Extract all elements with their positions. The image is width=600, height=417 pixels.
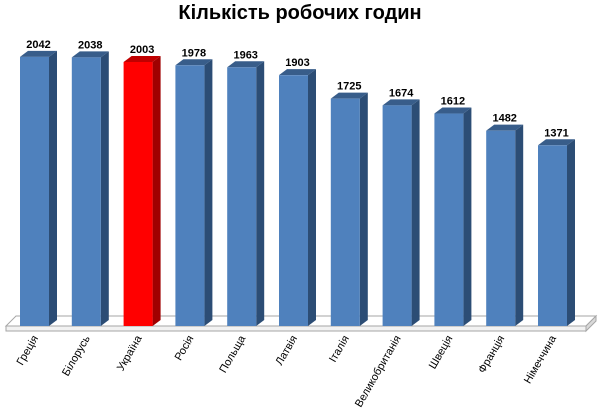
bar-side bbox=[359, 92, 368, 327]
bar-front bbox=[71, 57, 101, 326]
floor-side bbox=[585, 314, 597, 333]
value-label: 1482 bbox=[492, 113, 516, 125]
bar-1 bbox=[20, 50, 57, 326]
bar-8 bbox=[382, 99, 420, 327]
chart-category-labels: Греція Білорусь Україна Росія Польща Латвія Іт… bbox=[15, 333, 560, 410]
value-label: 1903 bbox=[285, 57, 309, 69]
bar-top bbox=[20, 50, 57, 57]
bar-top bbox=[279, 69, 316, 76]
chart-value-labels: 2042 2038 2003 1978 1963 1903 1725 1674 1612 1482… bbox=[26, 39, 568, 139]
bar-front bbox=[20, 56, 49, 326]
value-label: 1612 bbox=[441, 96, 465, 108]
bar-top bbox=[227, 61, 265, 68]
bar-front bbox=[486, 130, 516, 326]
bar-top bbox=[382, 99, 420, 106]
category-label: Швеція bbox=[427, 333, 456, 371]
value-label: 2003 bbox=[130, 44, 154, 56]
category-label: Росія bbox=[173, 333, 197, 362]
bar-7 bbox=[330, 92, 368, 327]
bar-side bbox=[152, 56, 161, 326]
bar-side bbox=[567, 139, 575, 326]
category-label: Латвія bbox=[274, 333, 301, 367]
category-label: Великобританія bbox=[353, 333, 404, 409]
bar-side bbox=[256, 61, 265, 326]
value-label: 1674 bbox=[389, 87, 414, 99]
bar-front bbox=[175, 65, 205, 327]
category-label: Польща bbox=[217, 333, 248, 375]
bar-front bbox=[538, 145, 567, 326]
bar-top bbox=[175, 59, 213, 66]
bar-side bbox=[411, 99, 420, 327]
category-label: Франція bbox=[476, 333, 507, 375]
category-label: Греція bbox=[15, 333, 42, 367]
bar-top bbox=[330, 92, 368, 99]
bar-front bbox=[434, 113, 464, 327]
bar-front bbox=[330, 98, 360, 327]
bar-5 bbox=[227, 61, 265, 326]
bar-side bbox=[463, 107, 472, 327]
bar-side bbox=[100, 51, 109, 326]
category-label: Німеччина bbox=[522, 333, 560, 386]
bar-top bbox=[434, 107, 472, 114]
category-label: Білорусь bbox=[60, 333, 93, 378]
bar-top bbox=[71, 51, 109, 58]
bar-front bbox=[279, 75, 308, 326]
value-label: 1371 bbox=[544, 127, 568, 139]
bar-top bbox=[123, 56, 161, 63]
bar-front bbox=[382, 105, 412, 327]
value-label: 1963 bbox=[233, 49, 257, 61]
value-label: 1725 bbox=[337, 81, 361, 93]
value-label: 2042 bbox=[26, 39, 50, 51]
category-label: Італія bbox=[327, 333, 352, 364]
chart-title: Кількість робочих годин bbox=[178, 2, 422, 24]
bar-side bbox=[308, 69, 316, 326]
value-label: 2038 bbox=[78, 39, 102, 51]
chart-bars bbox=[20, 50, 575, 327]
bar-side bbox=[515, 124, 524, 327]
bar-2 bbox=[71, 51, 109, 326]
bar-side bbox=[204, 59, 213, 327]
bar-side bbox=[49, 50, 57, 326]
category-label: Україна bbox=[115, 333, 145, 373]
bar-11 bbox=[538, 139, 575, 326]
bar-top bbox=[538, 139, 575, 146]
value-label: 1978 bbox=[182, 47, 206, 59]
bar-4 bbox=[175, 59, 213, 327]
bar-front bbox=[227, 67, 257, 326]
floor-edge bbox=[5, 325, 587, 332]
bar-10 bbox=[486, 124, 524, 327]
bar-front bbox=[123, 62, 153, 326]
bar-top bbox=[486, 124, 524, 131]
bar-9 bbox=[434, 107, 472, 327]
bar-6 bbox=[279, 69, 316, 326]
bar-3 bbox=[123, 56, 161, 326]
